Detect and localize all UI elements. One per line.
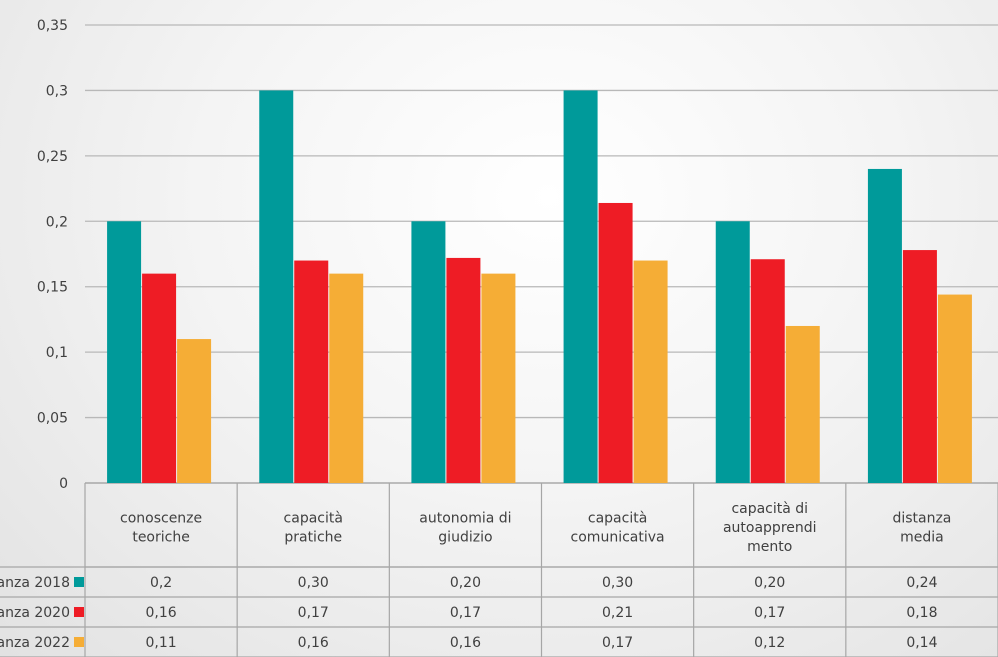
- data-value: 0,11: [145, 635, 176, 651]
- data-value: 0,16: [450, 635, 481, 651]
- y-tick-label: 0,25: [37, 149, 68, 165]
- bar: [294, 260, 329, 483]
- data-value: 0,17: [450, 605, 481, 621]
- data-value: 0,20: [754, 575, 785, 591]
- category-label: autoapprendi: [723, 520, 817, 536]
- data-value: 0,16: [145, 605, 176, 621]
- data-value: 0,24: [906, 575, 937, 591]
- y-tick-label: 0,05: [37, 411, 68, 427]
- data-value: 0,30: [602, 575, 633, 591]
- category-label: giudizio: [438, 530, 492, 546]
- category-label: teoriche: [132, 530, 190, 546]
- bar: [867, 168, 902, 483]
- y-tick-label: 0,1: [46, 345, 68, 361]
- data-table: conoscenze teoriche capacità pratiche autono…: [0, 483, 998, 657]
- data-value: 0,21: [602, 605, 633, 621]
- y-tick-label: 0: [59, 476, 68, 492]
- data-value: 0,30: [298, 575, 329, 591]
- data-value: 0,17: [754, 605, 785, 621]
- bars: [107, 90, 972, 484]
- y-tick-label: 0,2: [46, 214, 68, 230]
- data-value: 0,14: [906, 635, 937, 651]
- category-label: capacità: [588, 511, 647, 527]
- category-label: mento: [747, 539, 792, 555]
- y-axis-ticks: 0 0,05 0,1 0,15 0,2 0,25 0,3 0,35: [37, 18, 68, 492]
- data-value: 0,17: [298, 605, 329, 621]
- bar: [259, 90, 294, 483]
- bar: [329, 273, 364, 483]
- y-tick-label: 0,35: [37, 18, 68, 34]
- bar: [715, 221, 750, 484]
- bar: [750, 259, 785, 483]
- category-label: conoscenze: [120, 511, 202, 527]
- bar: [563, 90, 598, 483]
- category-label: capacità: [284, 511, 343, 527]
- category-label: pratiche: [284, 530, 342, 546]
- bar: [633, 260, 668, 483]
- y-tick-label: 0,15: [37, 280, 68, 296]
- data-value: 0,2: [150, 575, 172, 591]
- legend-key: [74, 577, 84, 587]
- legend-key: [74, 607, 84, 617]
- legend-key: [74, 637, 84, 647]
- data-value: 0,12: [754, 635, 785, 651]
- series-name: anza 2022: [0, 635, 70, 651]
- bar: [902, 250, 937, 483]
- data-value: 0,18: [906, 605, 937, 621]
- category-label: capacità di: [731, 501, 808, 517]
- bar: [481, 273, 516, 483]
- data-value: 0,20: [450, 575, 481, 591]
- bar: [598, 202, 633, 484]
- bar: [177, 339, 212, 483]
- bar: [411, 221, 446, 484]
- bar: [107, 221, 142, 484]
- gridlines: [85, 24, 998, 484]
- y-tick-label: 0,3: [46, 83, 68, 99]
- bar: [446, 257, 481, 483]
- data-value: 0,17: [602, 635, 633, 651]
- data-value: 0,16: [298, 635, 329, 651]
- category-label: autonomia di: [419, 511, 511, 527]
- bar: [785, 325, 820, 483]
- category-label: comunicativa: [571, 530, 665, 546]
- series-name: anza 2020: [0, 605, 70, 621]
- category-label: media: [900, 530, 944, 546]
- series-name: anza 2018: [0, 575, 70, 591]
- bar: [142, 273, 177, 483]
- bar: [937, 294, 972, 483]
- category-label: distanza: [892, 511, 951, 527]
